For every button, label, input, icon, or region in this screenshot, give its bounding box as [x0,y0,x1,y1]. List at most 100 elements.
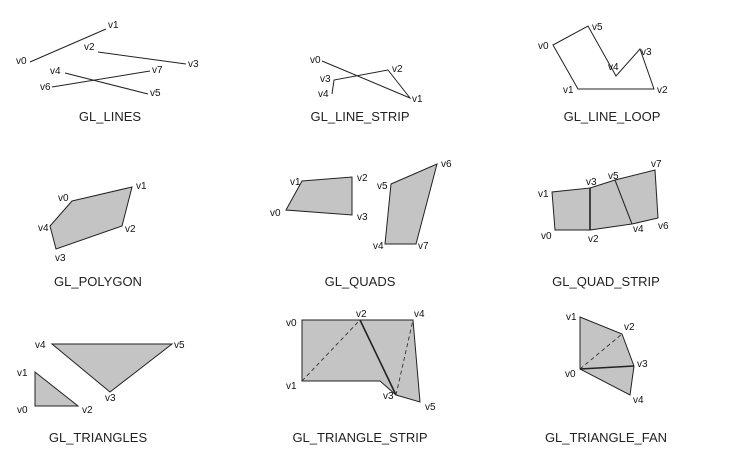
line-v0-v1 [29,28,107,63]
panel-gl-triangle-fan: v0 v1 v2 v3 v4 GL_TRIANGLE_FAN [545,312,667,445]
line-strip [321,60,412,100]
vertex-label: v4 [608,62,619,73]
vertex-label: v5 [425,402,436,413]
vertex-label: v3 [641,47,652,58]
vertex-labels: v0 v1 v2 v3 v4 [565,312,648,406]
vertex-labels: v0 v1 v2 v3 v4 v5 [538,22,668,96]
vertex-label: v6 [658,221,669,232]
line-v2-v3 [97,51,187,65]
quad-face [285,176,353,216]
panel-gl-line-strip: v0 v1 v2 v3 v4 GL_LINE_STRIP [310,55,423,124]
vertex-label: v1 [17,368,28,379]
vertex-labels: v0 v1 v2 v3 v4 v5 [17,340,185,416]
vertex-label: v3 [188,59,199,70]
vertex-label: v5 [377,181,388,192]
vertex-label: v1 [290,177,301,188]
panel-gl-triangles: v0 v1 v2 v3 v4 v5 GL_TRIANGLES [17,340,185,445]
vertex-label: v2 [624,322,635,333]
vertex-label: v1 [538,189,549,200]
vertex-label: v4 [633,224,644,235]
vertex-label: v2 [84,42,95,53]
vertex-labels: v0 v1 v2 v3 v4 v5 v6 v7 [538,159,669,245]
vertex-label: v4 [414,309,425,320]
triangle-strip-diagonal [395,319,414,396]
quad-strip-face [551,187,591,231]
vertex-label: v1 [412,94,423,105]
vertex-label: v2 [82,405,93,416]
vertex-label: v4 [35,340,46,351]
panel-gl-quads: v0 v1 v2 v3 v4 v5 v6 v7 GL_QUADS [270,159,452,289]
vertex-label: v1 [108,20,119,31]
triangle-fan-face [579,316,635,396]
panel-gl-lines: v0 v1 v2 v3 v4 v5 v6 v7 GL_LINES [16,20,199,124]
vertex-labels: v0 v1 v2 v3 v4 v5 v6 v7 [16,20,199,99]
vertex-label: v2 [588,234,599,245]
line-v6-v7 [51,70,151,88]
vertex-label: v4 [373,241,384,252]
vertex-label: v0 [270,208,281,219]
vertex-labels: v0 v1 v2 v3 v4 v5 v6 v7 [270,159,452,252]
triangle-strip-edge [359,319,397,396]
vertex-labels: v0 v1 v2 v3 v4 v5 [286,309,436,413]
vertex-label: v6 [441,159,452,170]
panel-gl-line-loop: v0 v1 v2 v3 v4 v5 GL_LINE_LOOP [538,22,668,124]
panel-caption: GL_LINES [79,109,141,124]
vertex-label: v0 [286,318,297,329]
vertex-label: v5 [608,171,619,182]
vertex-label: v3 [55,253,66,264]
quad-face [384,163,438,245]
vertex-label: v0 [541,231,552,242]
panel-gl-quad-strip: v0 v1 v2 v3 v4 v5 v6 v7 GL_QUAD_STRIP [538,159,669,289]
vertex-label: v7 [651,159,662,170]
vertex-label: v5 [174,340,185,351]
vertex-label: v3 [357,212,368,223]
vertex-label: v0 [565,369,576,380]
vertex-label: v3 [383,391,394,402]
line-v4-v5 [64,72,149,95]
vertex-labels: v0 v1 v2 v3 v4 [38,181,147,264]
polygon-face [49,186,133,250]
vertex-label: v0 [58,193,69,204]
vertex-label: v5 [592,22,603,33]
panel-caption: GL_LINE_STRIP [311,109,410,124]
panel-caption: GL_TRIANGLE_FAN [545,430,667,445]
panel-caption: GL_TRIANGLE_STRIP [292,430,427,445]
vertex-label: v1 [566,312,577,323]
panel-caption: GL_POLYGON [54,274,142,289]
vertex-label: v2 [657,85,668,96]
triangle-face [50,343,174,393]
vertex-label: v7 [152,65,163,76]
triangle-fan-diagonal [579,333,623,370]
vertex-label: v0 [538,41,549,52]
vertex-label: v2 [357,173,368,184]
line-loop [552,25,655,90]
vertex-label: v4 [50,66,61,77]
triangle-fan-edge [579,365,635,370]
panel-caption: GL_LINE_LOOP [564,109,661,124]
vertex-label: v0 [310,55,321,66]
vertex-label: v2 [392,64,403,75]
vertex-label: v2 [125,224,136,235]
vertex-label: v3 [637,359,648,370]
panel-caption: GL_QUAD_STRIP [552,274,660,289]
vertex-label: v4 [633,395,644,406]
panel-caption: GL_TRIANGLES [49,430,148,445]
vertex-labels: v0 v1 v2 v3 v4 [310,55,423,105]
vertex-label: v1 [136,181,147,192]
vertex-label: v4 [318,89,329,100]
triangle-face [34,370,80,407]
vertex-label: v1 [286,381,297,392]
vertex-label: v6 [40,82,51,93]
vertex-label: v3 [105,393,116,404]
triangle-strip-diagonal [301,319,361,382]
vertex-label: v0 [16,56,27,67]
vertex-label: v7 [418,241,429,252]
vertex-label: v4 [38,223,49,234]
panel-gl-triangle-strip: v0 v1 v2 v3 v4 v5 GL_TRIANGLE_STRIP [286,309,436,445]
panel-caption: GL_QUADS [325,274,396,289]
vertex-label: v2 [356,309,367,320]
quad-strip-diagonal [614,179,633,225]
vertex-label: v3 [586,177,597,188]
panel-gl-polygon: v0 v1 v2 v3 v4 GL_POLYGON [38,181,147,289]
